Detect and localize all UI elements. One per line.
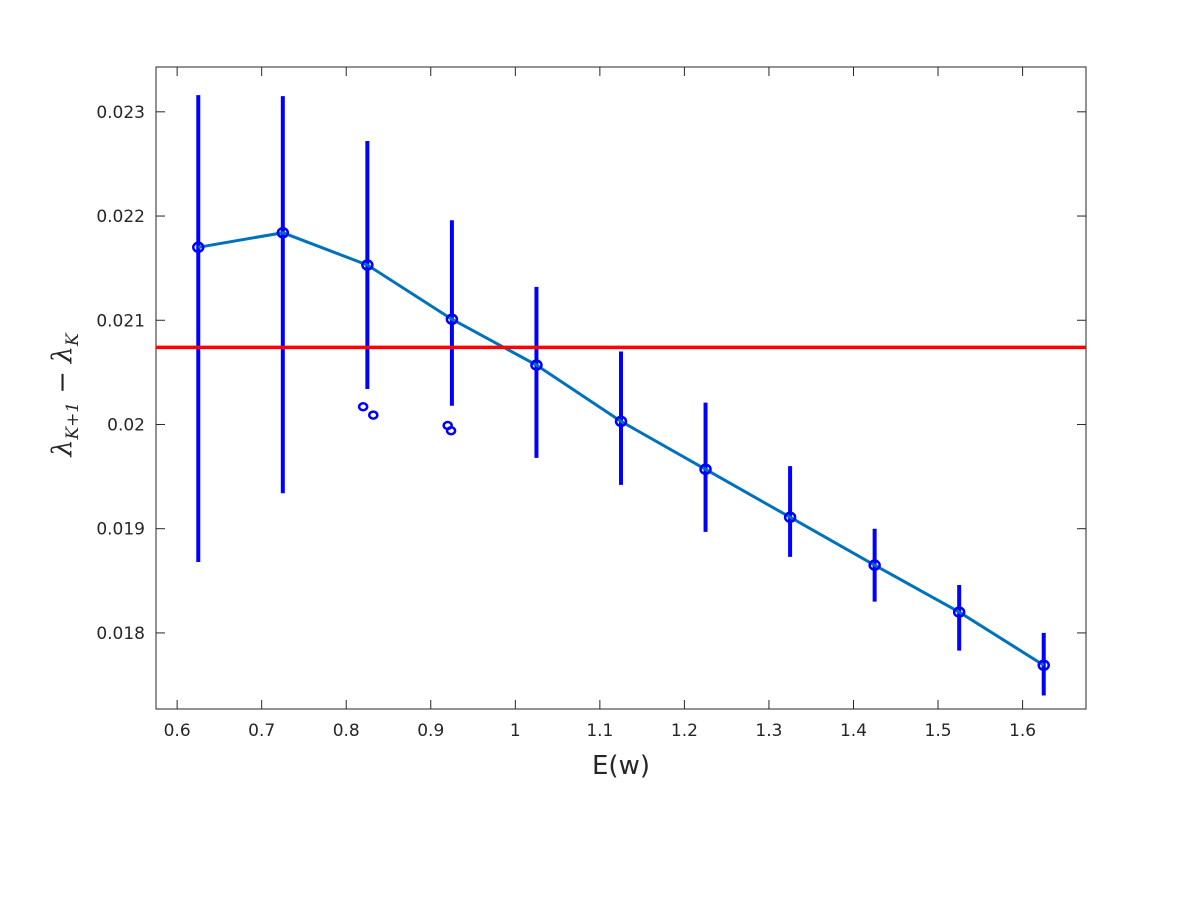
data-point-marker <box>614 415 628 428</box>
x-tick-label: 1.5 <box>925 721 952 741</box>
data-series <box>192 95 1050 696</box>
x-tick-label: 0.6 <box>164 721 191 741</box>
data-point-marker <box>192 241 205 254</box>
series-line <box>198 231 1045 667</box>
outlier-marker <box>368 410 379 420</box>
y-axis-label-subscript-2: K <box>63 332 83 347</box>
outlier-markers <box>357 402 457 436</box>
data-point-marker <box>1037 659 1050 671</box>
tick-labels: 0.6 0.7 0.8 0.9 1 1.1 1.2 1.3 1.4 1.5 1.6 0.018 0.01… <box>96 103 1036 741</box>
outlier-marker <box>445 425 457 436</box>
y-tick-label: 0.023 <box>96 103 145 123</box>
data-point-marker <box>361 259 374 271</box>
axis-ticks <box>156 67 1086 709</box>
x-tick-label: 1.4 <box>840 721 867 741</box>
data-point-marker <box>445 313 459 325</box>
y-axis-label-minus: − <box>47 371 78 394</box>
y-axis-label-lambda: λ <box>47 440 78 458</box>
y-tick-label: 0.018 <box>96 624 145 644</box>
x-tick-label: 1.3 <box>755 721 782 741</box>
x-tick-label: 0.9 <box>417 721 444 741</box>
y-axis-label-subscript-1: K+1 <box>63 402 83 441</box>
y-tick-label: 0.02 <box>107 415 145 435</box>
x-tick-label: 1.6 <box>1009 721 1036 741</box>
data-point-marker <box>699 463 712 476</box>
x-tick-label: 1 <box>510 721 521 741</box>
x-tick-label: 0.7 <box>248 721 275 741</box>
y-axis-label: λK+1−λK <box>47 332 83 458</box>
x-axis-label: E(w) <box>592 751 650 781</box>
x-tick-label: 1.1 <box>586 721 613 741</box>
data-point-marker <box>276 226 290 239</box>
y-axis-label-lambda-2: λ <box>47 346 78 364</box>
data-point-marker <box>952 606 966 618</box>
y-tick-label: 0.019 <box>96 520 145 540</box>
data-point-marker <box>868 559 881 571</box>
x-tick-label: 1.2 <box>671 721 698 741</box>
data-point-marker <box>783 511 797 523</box>
outlier-marker <box>357 402 369 412</box>
y-tick-label: 0.022 <box>96 207 145 227</box>
x-tick-label: 0.8 <box>333 721 360 741</box>
y-tick-label: 0.021 <box>96 311 145 331</box>
data-point-marker <box>530 359 543 371</box>
